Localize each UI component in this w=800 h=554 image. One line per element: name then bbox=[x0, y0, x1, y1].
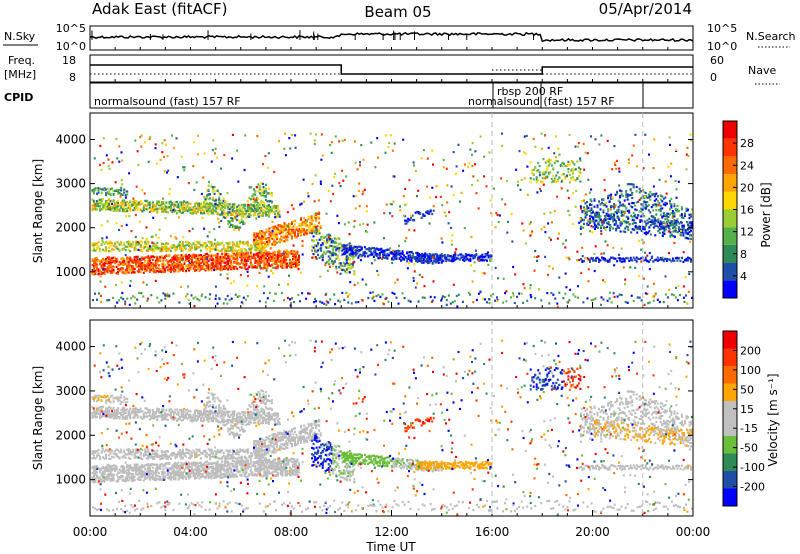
colorbar-swatch bbox=[723, 348, 737, 366]
colorbar-tick: 20 bbox=[740, 181, 754, 194]
colorbar-swatch bbox=[723, 453, 737, 471]
freq-label: Freq. bbox=[8, 54, 35, 67]
y-tick-label: 2000 bbox=[55, 428, 86, 442]
colorbar-tick: -200 bbox=[740, 481, 765, 494]
colorbar-swatch bbox=[723, 401, 737, 419]
y-tick-label: 2000 bbox=[55, 221, 86, 235]
nsky-label: N.Sky bbox=[4, 30, 36, 43]
velocity-panel: 1000 2000 3000 4000 Slant Range [km] -200 -1… bbox=[31, 319, 780, 517]
velocity-colorbar: -200 -100 -50 -15 15 50 100 200 bbox=[722, 330, 765, 507]
nave-label: Nave bbox=[748, 64, 776, 77]
power-panel: 1000 2000 3000 4000 Slant Range [km] 4 8 12 16… bbox=[31, 112, 773, 309]
velocity-colorbar-label: Velocity [m s⁻¹] bbox=[766, 373, 780, 466]
freq-trace bbox=[90, 64, 693, 75]
power-y-axis: 1000 2000 3000 4000 bbox=[55, 132, 693, 279]
velocity-y-axis: 1000 2000 3000 4000 bbox=[55, 340, 693, 487]
power-colorbar-label: Power [dB] bbox=[759, 182, 773, 247]
x-tick-label: 12:00 bbox=[374, 525, 409, 539]
colorbar-swatch bbox=[723, 331, 737, 349]
velocity-scatter bbox=[91, 339, 693, 516]
velocity-ylabel: Slant Range [km] bbox=[31, 366, 45, 470]
colorbar-swatch bbox=[723, 471, 737, 489]
station-title: Adak East (fitACF) bbox=[92, 0, 227, 18]
nsearch-label: N.Search bbox=[746, 30, 796, 43]
colorbar-tick: 12 bbox=[740, 226, 754, 239]
colorbar-swatch bbox=[723, 244, 737, 263]
colorbar-tick: 200 bbox=[740, 344, 761, 357]
y-tick-label: 1000 bbox=[55, 473, 86, 487]
colorbar-tick: 8 bbox=[740, 248, 747, 261]
date-title: 05/Apr/2014 bbox=[599, 0, 692, 18]
beam-title: Beam 05 bbox=[364, 3, 431, 21]
colorbar-swatch bbox=[723, 280, 737, 298]
y-tick-label: 4000 bbox=[55, 340, 86, 354]
colorbar-tick: 50 bbox=[740, 383, 754, 396]
nsearch-tick-low: 10^0 bbox=[707, 40, 737, 53]
colorbar-swatch bbox=[723, 156, 737, 175]
colorbar-tick: 4 bbox=[740, 270, 747, 283]
colorbar-tick: 15 bbox=[740, 403, 754, 416]
freq-tick-low: 8 bbox=[69, 71, 76, 84]
y-tick-label: 3000 bbox=[55, 384, 86, 398]
power-scatter bbox=[91, 132, 693, 308]
colorbar-tick: -100 bbox=[740, 461, 765, 474]
colorbar-tick: -15 bbox=[740, 422, 758, 435]
colorbar-swatch bbox=[723, 366, 737, 384]
colorbar-swatch bbox=[723, 227, 737, 245]
colorbar-swatch bbox=[723, 209, 737, 228]
colorbar-swatch bbox=[723, 191, 737, 210]
nsky-trace bbox=[89, 30, 694, 43]
colorbar-swatch bbox=[723, 174, 737, 192]
cpid-frame bbox=[89, 82, 694, 109]
nsky-tick-high: 10^5 bbox=[56, 22, 86, 35]
freq-tick-high: 18 bbox=[62, 54, 76, 67]
x-tick-label: 00:00 bbox=[676, 525, 711, 539]
cpid-entry-3: normalsound (fast) 157 RF bbox=[468, 95, 615, 108]
colorbar-swatch bbox=[723, 121, 737, 139]
freq-unit: [MHz] bbox=[4, 68, 36, 81]
cpid-strip: CPID normalsound (fast) 157 RF rbsp 200 … bbox=[4, 82, 694, 109]
colorbar-swatch bbox=[723, 138, 737, 157]
power-ylabel: Slant Range [km] bbox=[31, 159, 45, 263]
colorbar-swatch bbox=[723, 383, 737, 401]
colorbar-swatch bbox=[723, 488, 737, 506]
y-tick-label: 3000 bbox=[55, 177, 86, 191]
x-tick-label: 00:00 bbox=[73, 525, 108, 539]
colorbar-tick: 28 bbox=[740, 137, 754, 150]
colorbar-tick: 100 bbox=[740, 364, 761, 377]
x-tick-label: 16:00 bbox=[475, 525, 510, 539]
nave-tick-low: 0 bbox=[710, 71, 717, 84]
nsearch-tick-high: 10^5 bbox=[707, 22, 737, 35]
x-tick-label: 04:00 bbox=[173, 525, 208, 539]
power-colorbar: 4 8 12 16 20 24 28 bbox=[722, 120, 754, 299]
colorbar-tick: 16 bbox=[740, 204, 754, 217]
colorbar-swatch bbox=[723, 418, 737, 436]
cpid-entry-2: rbsp 200 RF bbox=[497, 85, 563, 98]
y-tick-label: 4000 bbox=[55, 132, 86, 146]
x-tick-label: 08:00 bbox=[274, 525, 309, 539]
colorbar-swatch bbox=[723, 436, 737, 454]
cpid-entry-1: normalsound (fast) 157 RF bbox=[94, 95, 241, 108]
cpid-label: CPID bbox=[4, 91, 33, 104]
colorbar-tick: -50 bbox=[740, 442, 758, 455]
colorbar-tick: 24 bbox=[740, 159, 754, 172]
colorbar-swatch bbox=[723, 262, 737, 281]
time-axis-label: Time UT bbox=[365, 540, 416, 554]
x-tick-label: 20:00 bbox=[575, 525, 610, 539]
nsky-tick-low: 10^0 bbox=[56, 40, 86, 53]
freq-frame bbox=[89, 54, 694, 83]
time-axis: 00:00 04:00 08:00 12:00 16:00 20:00 00:00 bbox=[73, 47, 711, 539]
nsky-strip: N.Sky 10^5 10^0 10^5 10^0 N.Search bbox=[3, 22, 796, 53]
nave-tick-high: 60 bbox=[710, 54, 724, 67]
y-tick-label: 1000 bbox=[55, 265, 86, 279]
